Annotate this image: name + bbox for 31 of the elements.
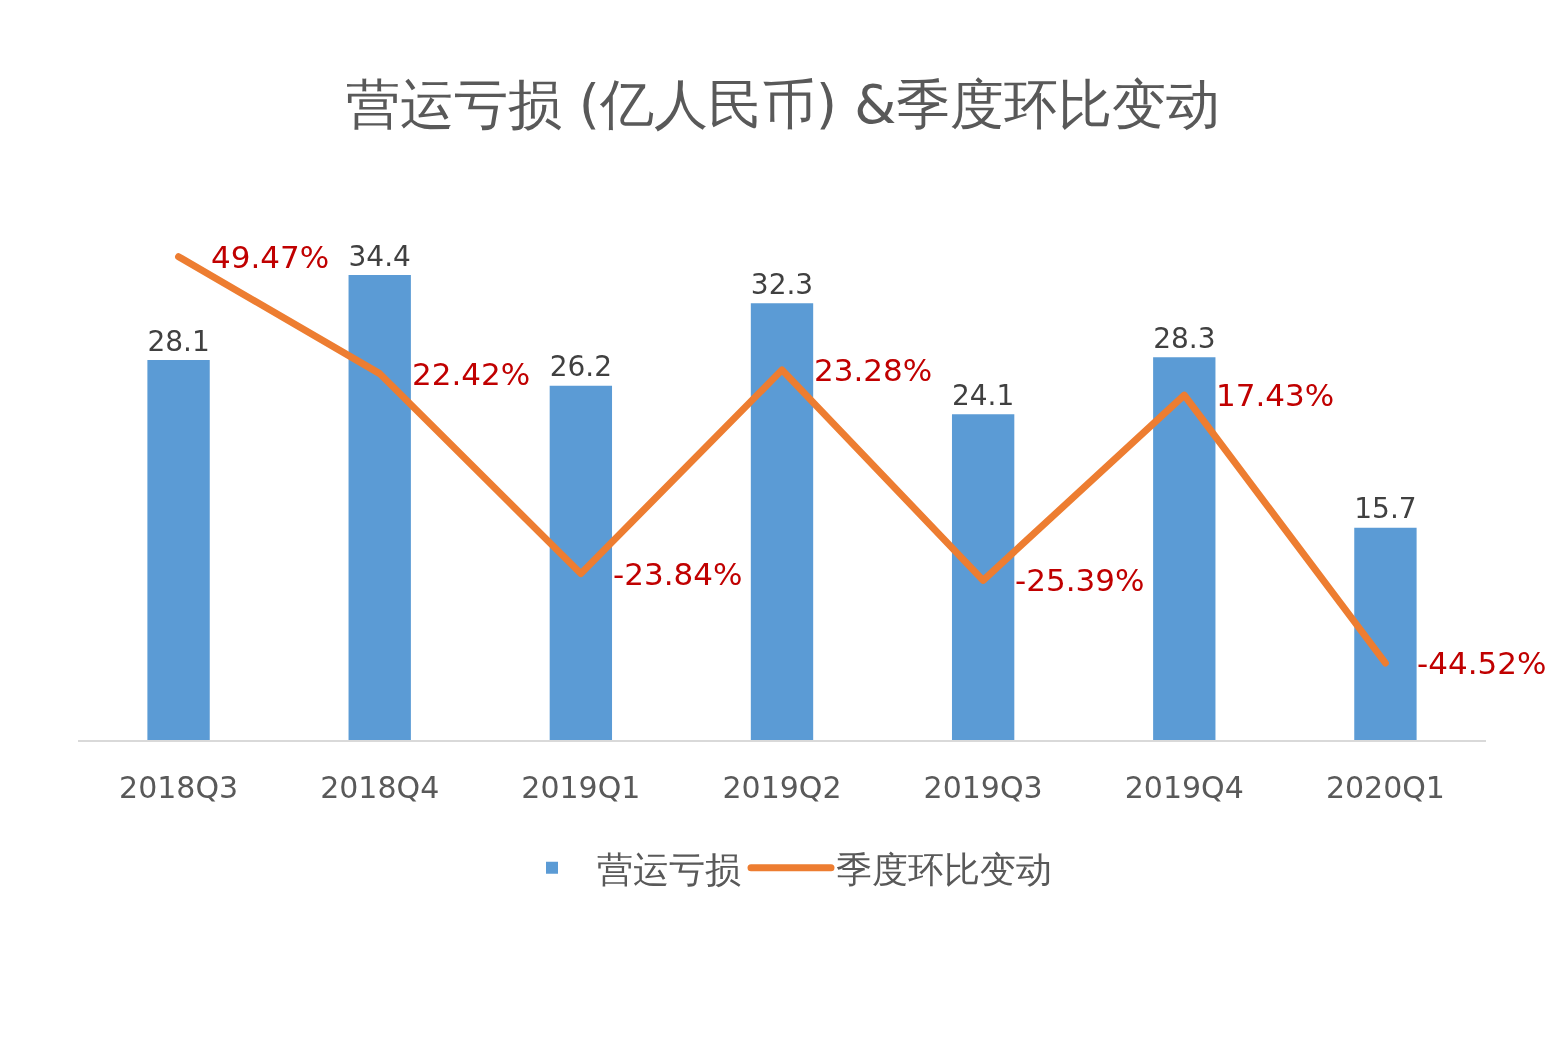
x-tick-label: 2020Q1 <box>1325 770 1445 805</box>
x-tick-label: 2019Q2 <box>722 770 842 805</box>
x-tick-label: 2019Q3 <box>923 770 1043 805</box>
bar <box>348 274 411 740</box>
data-label: 32.3 <box>750 267 814 301</box>
x-tick-label: 2019Q4 <box>1124 770 1244 805</box>
bar <box>1153 357 1216 740</box>
legend-label: 营运亏损 <box>597 848 741 890</box>
data-label: 28.3 <box>1153 322 1216 356</box>
data-label: 34.4 <box>348 239 411 273</box>
bar <box>147 360 210 740</box>
data-label: 28.1 <box>147 324 210 358</box>
data-label: 23.28% <box>814 352 933 388</box>
data-label: 15.7 <box>1354 492 1417 526</box>
data-label: 22.42% <box>412 356 531 392</box>
x-tick-label: 2019Q1 <box>521 770 641 805</box>
data-label: 26.2 <box>549 350 613 384</box>
data-label: 17.43% <box>1216 377 1335 413</box>
chart-title: 营运亏损 (亿人民币) &季度环比变动 <box>345 73 1221 137</box>
data-label: 49.47% <box>211 239 330 275</box>
bar <box>750 303 814 740</box>
bar <box>951 414 1015 740</box>
data-label: -23.84% <box>613 556 743 592</box>
x-tick-label: 2018Q4 <box>320 770 440 805</box>
data-label: -25.39% <box>1015 562 1145 598</box>
x-tick-label: 2018Q3 <box>119 770 239 805</box>
data-label: 24.1 <box>951 378 1015 412</box>
bar <box>549 385 613 740</box>
data-label: -44.52% <box>1417 645 1547 681</box>
bar <box>1354 527 1417 740</box>
legend-label: 季度环比变动 <box>836 848 1052 890</box>
